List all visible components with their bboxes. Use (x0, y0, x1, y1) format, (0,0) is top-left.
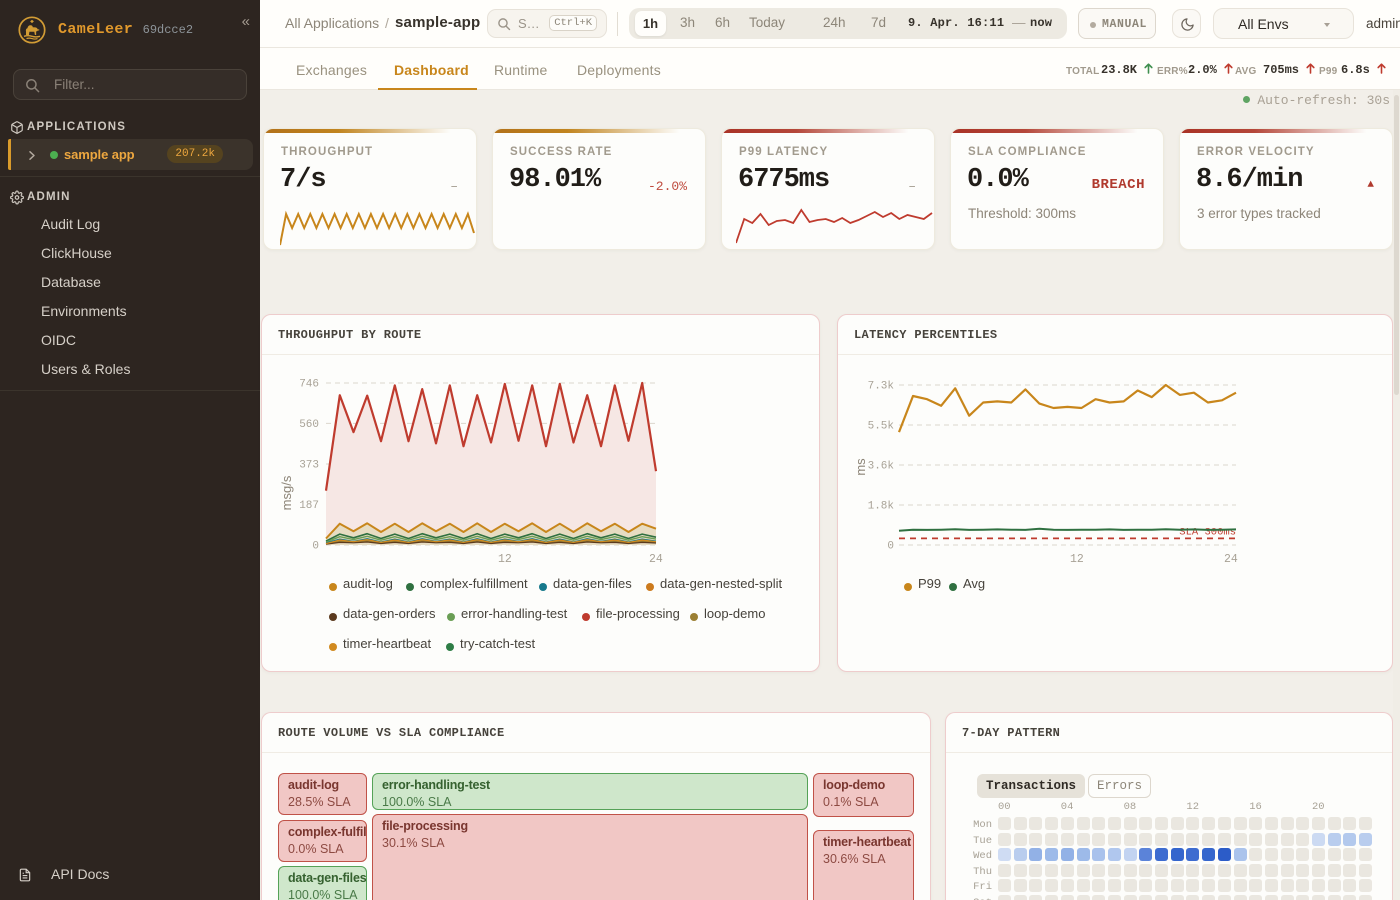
svg-text:746: 746 (299, 379, 319, 391)
svg-text:SLA 300ms: SLA 300ms (1179, 526, 1236, 538)
svg-text:560: 560 (299, 419, 319, 431)
svg-text:24: 24 (1224, 553, 1238, 566)
svg-text:1.8k: 1.8k (868, 501, 895, 513)
svg-text:12: 12 (498, 553, 512, 566)
svg-text:ms: ms (853, 458, 868, 476)
svg-text:373: 373 (299, 460, 319, 472)
svg-text:7.3k: 7.3k (868, 381, 895, 393)
svg-text:12: 12 (1070, 553, 1084, 566)
svg-text:3.6k: 3.6k (868, 461, 895, 473)
svg-text:msg/s: msg/s (279, 475, 294, 510)
svg-text:24: 24 (649, 553, 663, 566)
svg-text:0: 0 (887, 541, 894, 553)
svg-text:0: 0 (312, 541, 319, 553)
svg-text:187: 187 (299, 500, 319, 512)
svg-text:5.5k: 5.5k (868, 421, 895, 433)
